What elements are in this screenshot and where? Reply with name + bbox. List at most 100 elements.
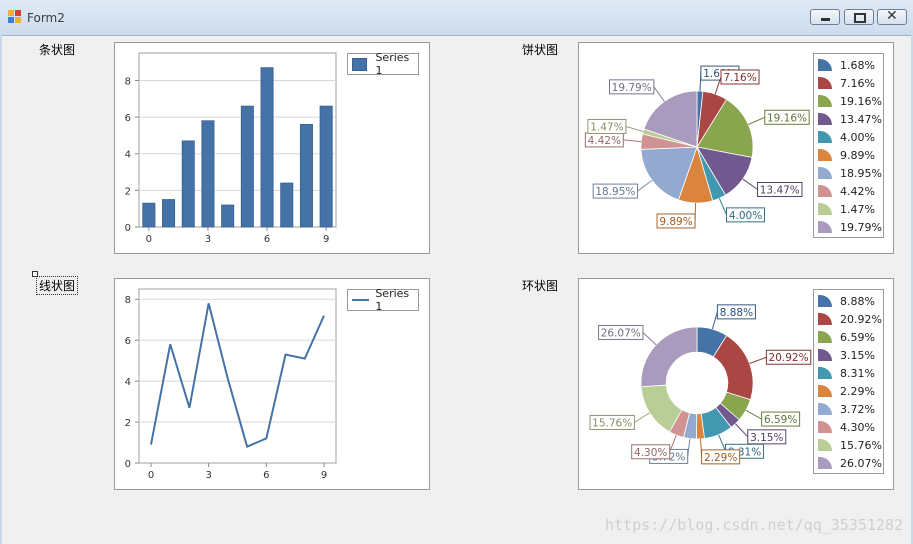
data-label-box — [631, 444, 671, 460]
data-label: 19.16% — [767, 112, 807, 124]
legend-swatch — [818, 331, 832, 343]
data-label: 18.95% — [595, 186, 635, 198]
data-label: 8.88% — [720, 307, 753, 319]
label-leader — [735, 423, 749, 438]
legend-swatch — [818, 77, 832, 89]
legend-label: 3.72% — [840, 402, 875, 416]
data-label-box — [701, 449, 741, 465]
y-tick-label: 6 — [125, 113, 131, 124]
data-label: 4.42% — [588, 135, 621, 147]
bar-chart-legend: Series 1 — [347, 51, 419, 77]
label-leader — [718, 198, 727, 216]
legend-label: 8.31% — [840, 366, 875, 380]
legend-swatch — [818, 131, 832, 143]
label-leader — [749, 356, 767, 364]
y-tick-label: 2 — [125, 418, 131, 429]
legend-item: 3.15% — [818, 346, 875, 364]
ring-chart-plot: 8.88%20.92%6.59%3.15%8.31%2.29%3.72%4.30… — [589, 304, 812, 465]
legend-label: 2.29% — [840, 384, 875, 398]
line-chart-legend: Series 1 — [347, 287, 419, 313]
legend-item: 9.89% — [818, 146, 875, 164]
line-chart[interactable]: 0 2 4 6 8 0 3 6 9 Series 1 — [114, 278, 430, 490]
legend-label: 4.30% — [840, 420, 875, 434]
ring-chart[interactable]: 8.88% 20.92% 6.59% 3.15% 8.31% 2.29% 3.72% 4.30… — [578, 278, 894, 490]
restore-icon — [854, 13, 866, 23]
legend-swatch — [818, 367, 832, 379]
legend-item: 1.68% — [818, 56, 875, 74]
y-tick-label: 2 — [125, 186, 131, 197]
legend-swatch — [818, 421, 832, 433]
y-tick-label: 0 — [125, 459, 131, 470]
legend-item: 2.29% — [818, 382, 875, 400]
legend-label: 13.47% — [840, 112, 882, 126]
bar — [319, 105, 333, 228]
legend-item: 7.16% — [818, 74, 875, 92]
data-label: 13.47% — [760, 185, 800, 197]
window-border-left — [0, 35, 2, 544]
legend-label: 26.07% — [840, 456, 882, 470]
bar — [142, 202, 156, 228]
window-title: Form2 — [27, 11, 65, 25]
legend-swatch — [352, 299, 370, 301]
label-leader — [718, 434, 726, 452]
bar-chart-plot: 0 2 4 6 8 0 3 6 9 — [125, 52, 337, 245]
legend-swatch — [818, 349, 832, 361]
pie-chart-plot: 1.68%7.16%19.16%13.47%4.00%9.89%18.95%4.… — [584, 65, 810, 229]
legend-item: 8.31% — [818, 364, 875, 382]
bar-chart[interactable]: 0 2 4 6 8 0 3 6 9 Series 1 — [114, 42, 430, 254]
data-label-box — [598, 324, 644, 340]
data-label-box — [608, 79, 655, 95]
legend-swatch — [818, 185, 832, 197]
legend-swatch — [818, 439, 832, 451]
y-tick-label: 0 — [125, 223, 131, 234]
legend-swatch — [818, 167, 832, 179]
close-button[interactable]: ✕ — [877, 8, 907, 25]
minimize-button[interactable] — [810, 9, 840, 25]
bar — [162, 199, 176, 228]
legend-item: 13.47% — [818, 110, 882, 128]
data-label-box — [656, 213, 696, 229]
data-label: 9.89% — [659, 216, 692, 228]
legend-label: 18.95% — [840, 166, 882, 180]
legend-item: 6.59% — [818, 328, 875, 346]
legend-label: Series 1 — [375, 287, 410, 313]
legend-label: 3.15% — [840, 348, 875, 362]
legend-item: 19.16% — [818, 92, 882, 110]
pie-chart-label: 饼状图 — [522, 43, 559, 57]
x-tick-label: 6 — [264, 234, 270, 245]
x-tick-label: 9 — [323, 234, 329, 245]
data-label: 20.92% — [769, 352, 809, 364]
line-chart-plot: 0 2 4 6 8 0 3 6 9 — [125, 288, 337, 481]
label-leader — [714, 76, 722, 95]
minimize-icon — [821, 18, 830, 21]
data-label-box — [747, 429, 787, 445]
plot-area — [138, 288, 337, 464]
data-label-box — [765, 349, 812, 365]
legend-item: 19.79% — [818, 218, 882, 236]
label-leader — [748, 116, 765, 125]
legend-swatch — [818, 457, 832, 469]
legend-label: 9.89% — [840, 148, 875, 162]
restore-button[interactable] — [844, 9, 874, 25]
pie-chart-legend: 1.68% 7.16% 19.16% 13.47% 4.00% 9.89% 18.95% 4.… — [813, 53, 884, 238]
data-label-box — [757, 182, 803, 198]
x-tick-label: 0 — [148, 470, 154, 481]
legend-item: 20.92% — [818, 310, 882, 328]
pie-chart[interactable]: 1.68% 7.16% 19.16% 13.47% 4.00% 9.89% 18.95% 4.… — [578, 42, 894, 254]
data-label: 4.00% — [729, 210, 762, 222]
legend-label: Series 1 — [375, 51, 410, 77]
label-leader — [637, 179, 653, 192]
data-label: 26.07% — [601, 327, 641, 339]
legend-swatch — [818, 403, 832, 415]
legend-label: 4.42% — [840, 184, 875, 198]
legend-item: 4.30% — [818, 418, 875, 436]
legend-swatch — [818, 221, 832, 233]
title-bar[interactable]: Form2 ✕ — [0, 0, 913, 36]
label-leader — [642, 332, 657, 346]
x-tick-label: 3 — [205, 470, 211, 481]
selection-grip[interactable] — [32, 271, 38, 277]
legend-swatch — [818, 385, 832, 397]
legend-swatch — [818, 95, 832, 107]
line-chart-label[interactable]: 线状图 — [36, 276, 79, 295]
close-icon: ✕ — [886, 8, 898, 24]
